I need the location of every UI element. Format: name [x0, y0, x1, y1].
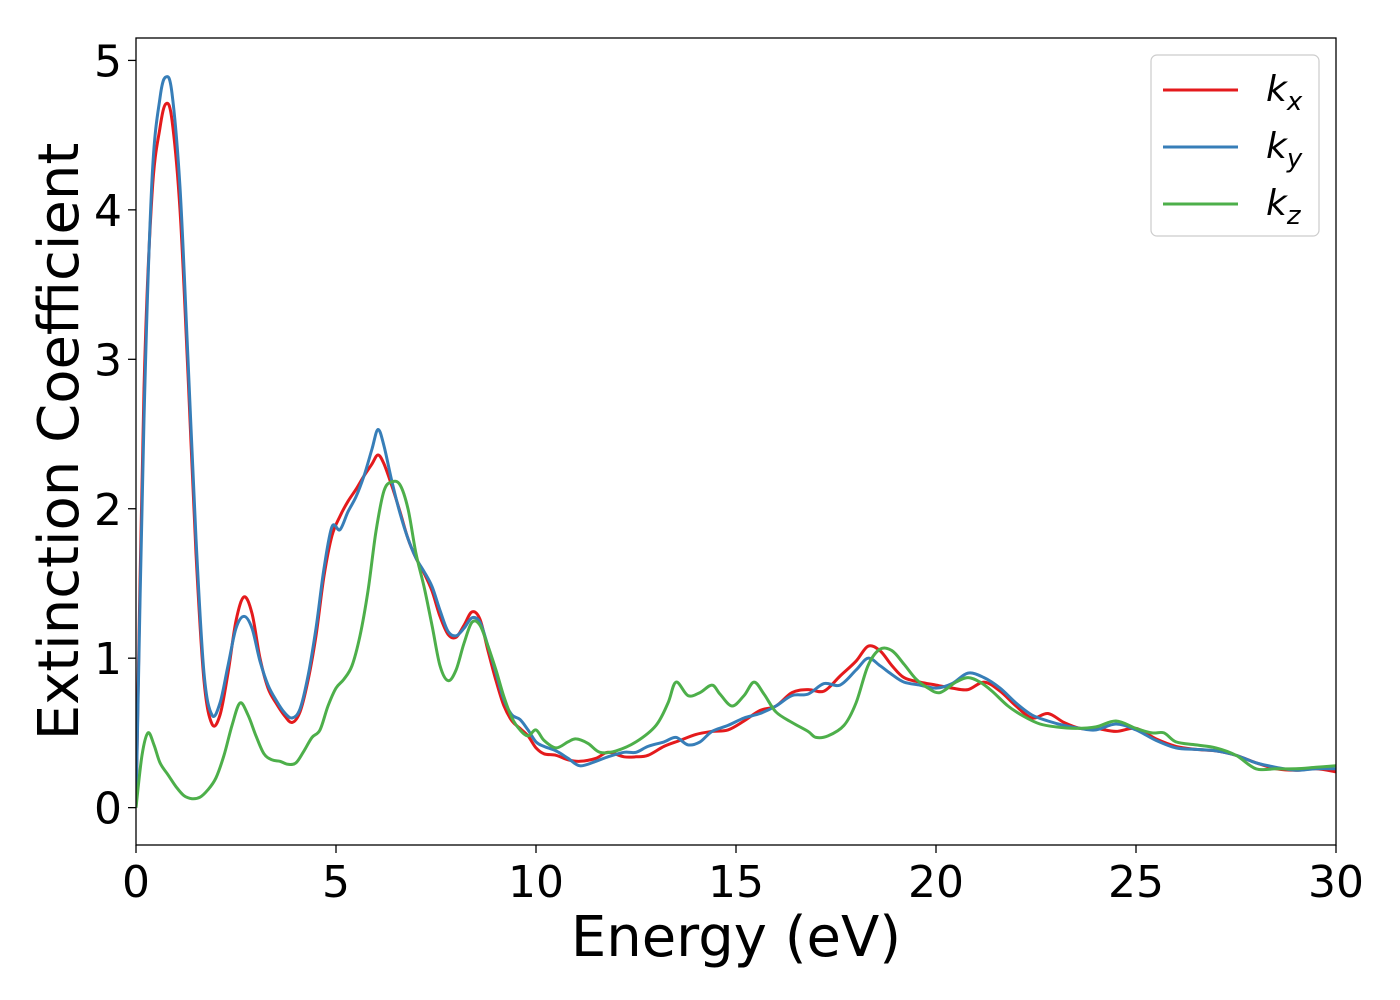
- legend: kx ky kz: [1150, 54, 1320, 237]
- legend-label-k-x: kx: [1266, 69, 1303, 117]
- y-tick-label: 5: [94, 36, 122, 87]
- x-tick-label: 0: [122, 857, 150, 908]
- legend-label-k-y: ky: [1266, 126, 1303, 174]
- x-tick-label: 5: [322, 857, 350, 908]
- legend-label-k-z: kz: [1266, 183, 1302, 231]
- y-tick-label: 2: [94, 485, 122, 536]
- x-tick-label: 10: [508, 857, 564, 908]
- x-axis-title: Energy (eV): [571, 905, 901, 970]
- x-tick-label: 30: [1308, 857, 1364, 908]
- x-tick-label: 15: [708, 857, 764, 908]
- series-line-k-y: [136, 75, 1336, 808]
- plot-lines: [136, 75, 1336, 808]
- y-axis: 0 1 2 3 4 5: [94, 36, 136, 835]
- x-axis: 0 5 10 15 20 25 30: [122, 845, 1364, 908]
- y-axis-title: Extinction Coefficient: [27, 143, 92, 741]
- y-tick-label: 0: [94, 784, 122, 835]
- x-tick-label: 25: [1108, 857, 1164, 908]
- y-tick-label: 4: [94, 186, 122, 237]
- y-tick-label: 3: [94, 335, 122, 386]
- x-tick-label: 20: [908, 857, 964, 908]
- series-line-k-z: [136, 479, 1336, 808]
- y-tick-label: 1: [94, 634, 122, 685]
